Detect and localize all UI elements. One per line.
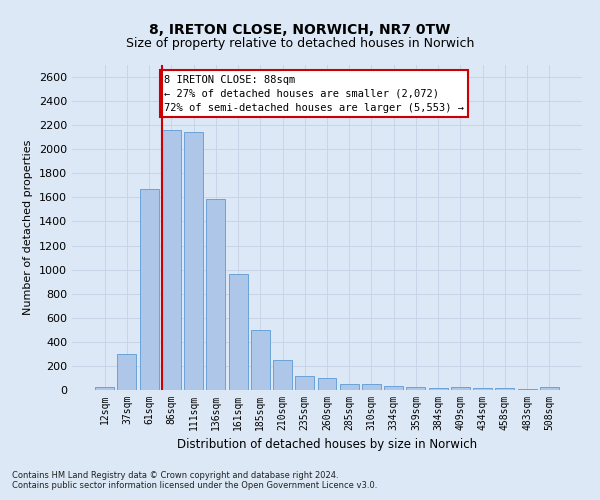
Bar xyxy=(540,387,559,390)
Bar xyxy=(206,198,225,390)
Bar xyxy=(273,360,292,390)
Bar xyxy=(473,388,492,390)
Bar xyxy=(184,132,203,390)
Bar xyxy=(518,389,536,390)
Bar xyxy=(384,386,403,390)
Text: Size of property relative to detached houses in Norwich: Size of property relative to detached ho… xyxy=(126,38,474,51)
Y-axis label: Number of detached properties: Number of detached properties xyxy=(23,140,34,315)
Bar xyxy=(295,376,314,390)
Bar xyxy=(429,388,448,390)
Text: Contains HM Land Registry data © Crown copyright and database right 2024.: Contains HM Land Registry data © Crown c… xyxy=(12,470,338,480)
Bar xyxy=(95,387,114,390)
Bar xyxy=(229,274,248,390)
Bar xyxy=(140,189,158,390)
Bar xyxy=(317,378,337,390)
Bar xyxy=(451,387,470,390)
Bar xyxy=(251,330,270,390)
Bar xyxy=(406,387,425,390)
Text: 8, IRETON CLOSE, NORWICH, NR7 0TW: 8, IRETON CLOSE, NORWICH, NR7 0TW xyxy=(149,22,451,36)
Bar xyxy=(362,384,381,390)
Bar xyxy=(162,130,181,390)
Text: Contains public sector information licensed under the Open Government Licence v3: Contains public sector information licen… xyxy=(12,480,377,490)
Bar xyxy=(118,354,136,390)
Bar xyxy=(496,388,514,390)
X-axis label: Distribution of detached houses by size in Norwich: Distribution of detached houses by size … xyxy=(177,438,477,452)
Text: 8 IRETON CLOSE: 88sqm
← 27% of detached houses are smaller (2,072)
72% of semi-d: 8 IRETON CLOSE: 88sqm ← 27% of detached … xyxy=(164,74,464,112)
Bar xyxy=(340,384,359,390)
